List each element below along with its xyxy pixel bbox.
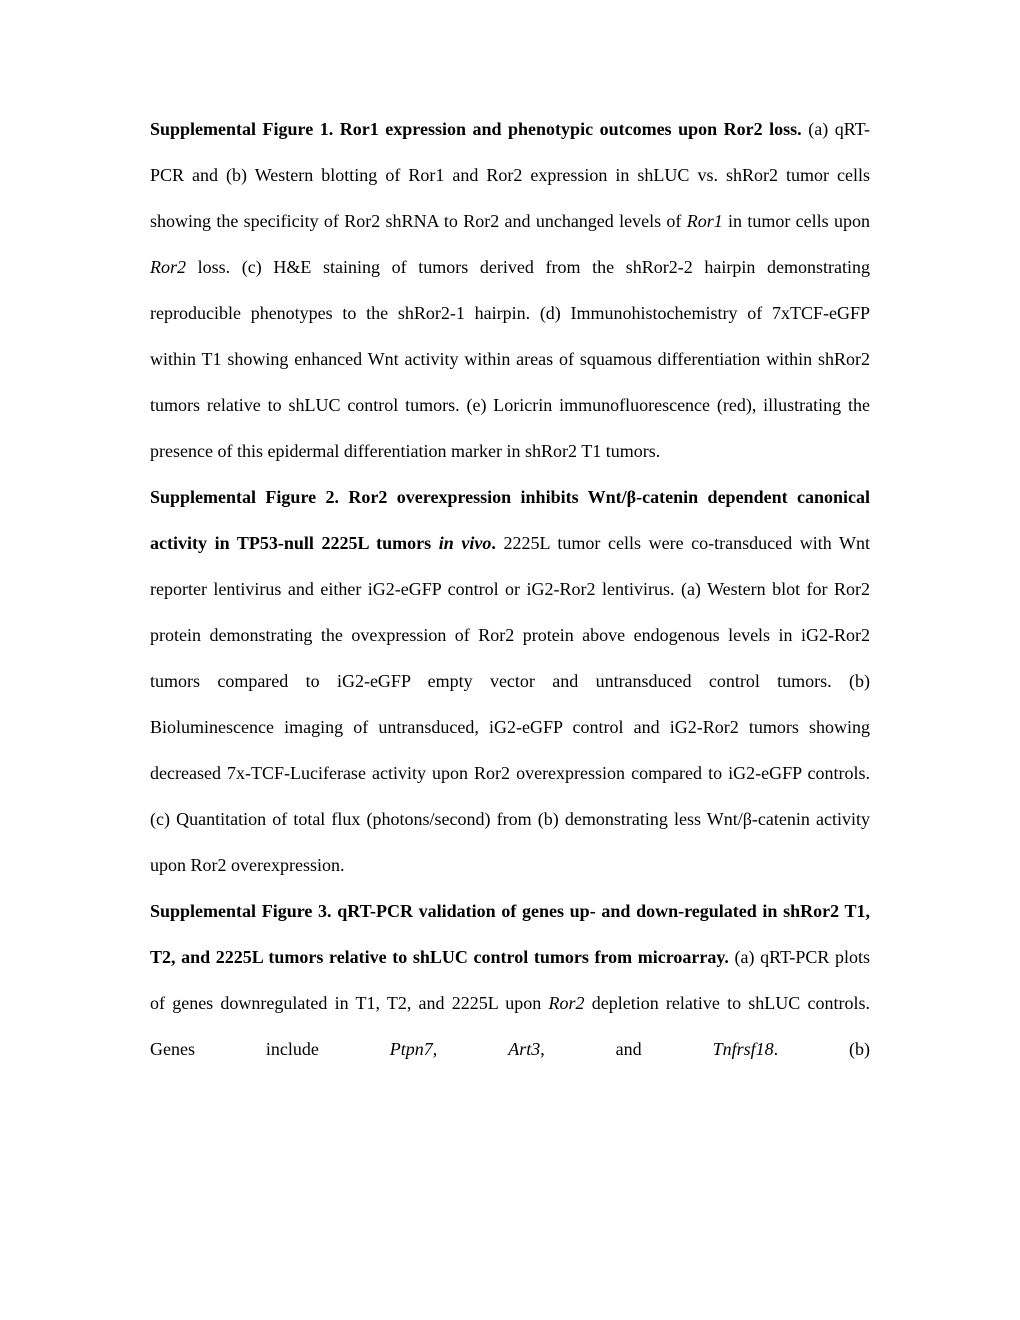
gene: Tnfrsf18	[712, 1039, 774, 1059]
text: , and	[540, 1039, 713, 1059]
figure-title: Supplemental Figure 1. Ror1 expression a…	[150, 119, 802, 139]
figure-title: .	[491, 533, 496, 553]
text: 2225L tumor cells were co-transduced wit…	[150, 533, 870, 875]
text: ,	[432, 1039, 509, 1059]
gene: Ror2	[548, 993, 585, 1013]
figure-title: Supplemental Figure 3. qRT-PCR validatio…	[150, 901, 870, 967]
gene: Ptpn7	[389, 1039, 433, 1059]
text: (a) qRT-PCR plots of genes downregulated…	[150, 947, 870, 1013]
text: (a) qRT-PCR and (b) Western blotting of …	[150, 119, 870, 231]
text: in tumor cells upon	[722, 211, 870, 231]
paragraph: Supplemental Figure 2. Ror2 overexpressi…	[150, 474, 870, 888]
gene: Ror2	[150, 257, 186, 277]
text: loss. (c) H&E staining of tumors derived…	[150, 257, 870, 461]
text: . (b)	[773, 1039, 870, 1059]
gene: Ror1	[686, 211, 723, 231]
paragraph: Supplemental Figure 1. Ror1 expression a…	[150, 106, 870, 474]
figure-title: in vivo	[439, 533, 492, 553]
emphasis: in vivo	[438, 533, 492, 553]
text: depletion relative to shLUC controls. Ge…	[150, 993, 870, 1059]
document: Supplemental Figure 1. Ror1 expression a…	[150, 106, 870, 1072]
figure-title: Supplemental Figure 2. Ror2 overexpressi…	[150, 487, 870, 553]
gene: Art3	[508, 1039, 541, 1059]
paragraph: Supplemental Figure 3. qRT-PCR validatio…	[150, 888, 870, 1072]
